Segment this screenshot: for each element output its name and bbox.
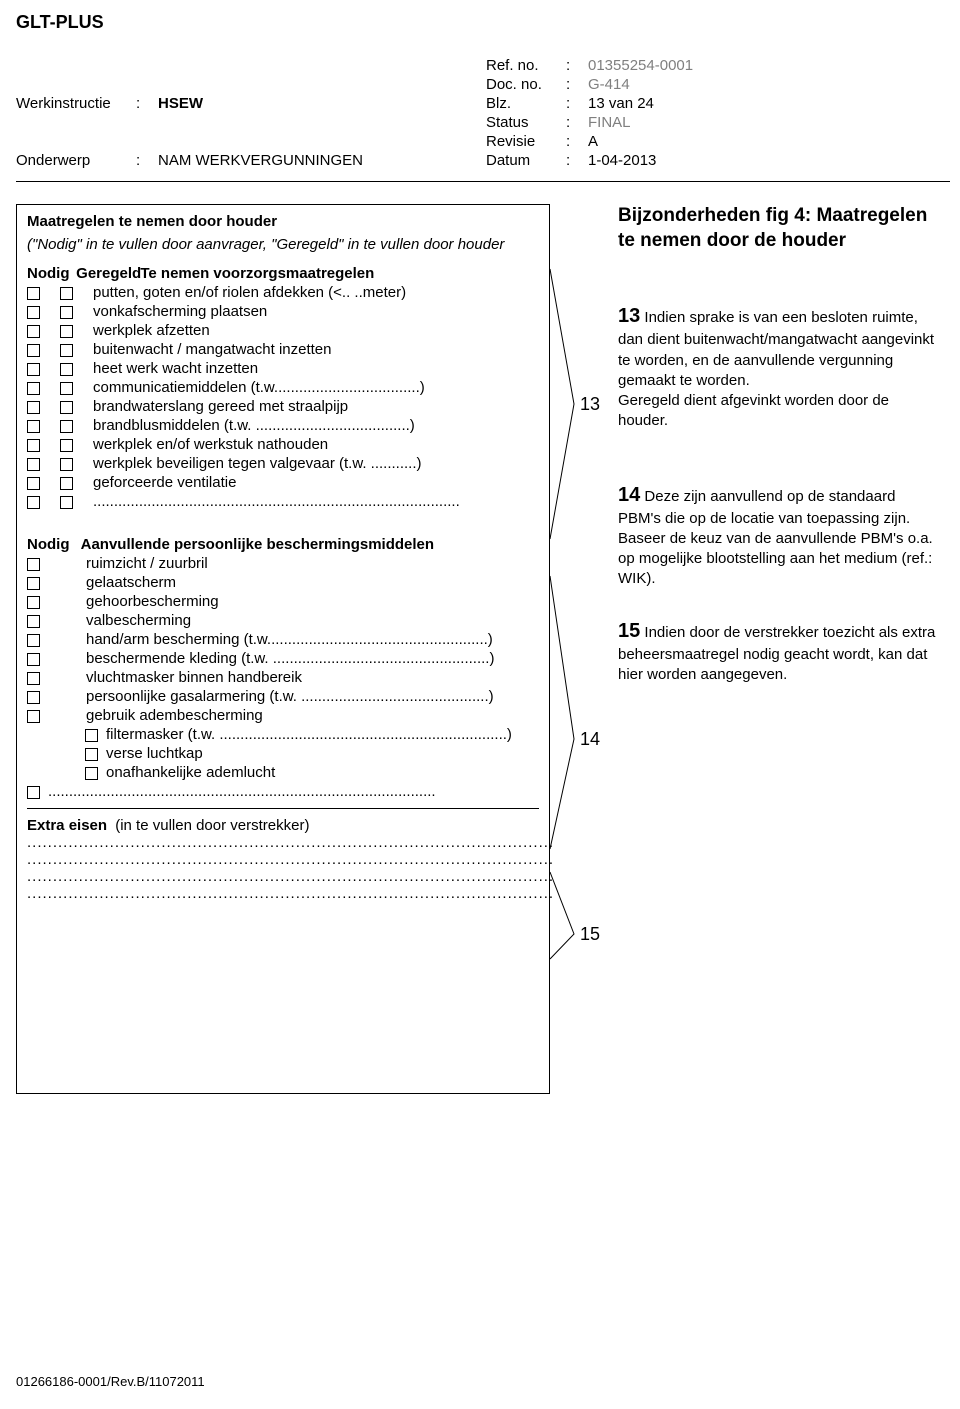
meta-label: Onderwerp [16, 152, 136, 169]
notes-title: Bijzonderheden fig 4: Maatregelen te nem… [618, 204, 940, 253]
callout-13: 13 [580, 394, 600, 415]
checkbox[interactable] [60, 363, 73, 376]
checkbox[interactable] [60, 439, 73, 452]
checkbox[interactable] [27, 596, 40, 609]
checkbox[interactable] [27, 634, 40, 647]
item-text: persoonlijke gasalarmering (t.w. .......… [86, 688, 539, 705]
checkbox[interactable] [27, 344, 40, 357]
item-text: ruimzicht / zuurbril [86, 555, 539, 572]
item-text: putten, goten en/of riolen afdekken (<..… [93, 284, 539, 301]
item-text: hand/arm bescherming (t.w...............… [86, 631, 539, 648]
item-text: werkplek afzetten [93, 322, 539, 339]
checkbox[interactable] [27, 615, 40, 628]
item-text: heet werk wacht inzetten [93, 360, 539, 377]
item-text: vluchtmasker binnen handbereik [86, 669, 539, 686]
meta-value: NAM WERKVERGUNNINGEN [158, 152, 363, 169]
item-text: werkplek en/of werkstuk nathouden [93, 436, 539, 453]
checkbox[interactable] [60, 458, 73, 471]
checkbox[interactable] [27, 691, 40, 704]
item-text: werkplek beveiligen tegen valgevaar (t.w… [93, 455, 539, 472]
item-text: buitenwacht / mangatwacht inzetten [93, 341, 539, 358]
checkbox[interactable] [27, 306, 40, 319]
checkbox[interactable] [60, 325, 73, 338]
callout-14: 14 [580, 729, 600, 750]
item-text: geforceerde ventilatie [93, 474, 539, 491]
checkbox[interactable] [27, 558, 40, 571]
checkbox[interactable] [27, 496, 40, 509]
item-text: valbescherming [86, 612, 539, 629]
item-text: ........................................… [93, 493, 539, 510]
checkbox[interactable] [60, 496, 73, 509]
group-15-head: Extra eisen (in te vullen door verstrekk… [27, 817, 539, 834]
checkbox[interactable] [27, 672, 40, 685]
item-text: communicatiemiddelen (t.w...............… [93, 379, 539, 396]
checkbox[interactable] [27, 458, 40, 471]
checkbox[interactable] [60, 477, 73, 490]
checkbox[interactable] [60, 306, 73, 319]
group-14-head: Nodig Aanvullende persoonlijke beschermi… [27, 536, 539, 553]
checkbox[interactable] [27, 420, 40, 433]
checkbox[interactable] [60, 401, 73, 414]
checkbox[interactable] [85, 729, 98, 742]
header-rule [16, 181, 950, 182]
item-text: gelaatscherm [86, 574, 539, 591]
item-text: brandblusmiddelen (t.w. ................… [93, 417, 539, 434]
doc-title: GLT-PLUS [16, 12, 950, 33]
note-13: 13 Indien sprake is van een besloten rui… [618, 303, 940, 431]
callout-lines [550, 204, 610, 1104]
callout-15: 15 [580, 924, 600, 945]
item-text: gehoorbescherming [86, 593, 539, 610]
item-text: gebruik adembescherming [86, 707, 539, 724]
checkbox[interactable] [27, 363, 40, 376]
checkbox[interactable] [27, 577, 40, 590]
checkbox[interactable] [27, 382, 40, 395]
checkbox[interactable] [27, 401, 40, 414]
meta-label: Werkinstructie [16, 95, 136, 112]
checkbox[interactable] [27, 786, 40, 799]
checkbox[interactable] [85, 767, 98, 780]
item-text: beschermende kleding (t.w. .............… [86, 650, 539, 667]
item-text: filtermasker (t.w. .....................… [106, 726, 539, 743]
form-box: Maatregelen te nemen door houder ("Nodig… [16, 204, 550, 1094]
checkbox[interactable] [60, 420, 73, 433]
checkbox[interactable] [27, 325, 40, 338]
checkbox[interactable] [85, 748, 98, 761]
checkbox[interactable] [60, 344, 73, 357]
checkbox[interactable] [60, 287, 73, 300]
checkbox[interactable] [27, 710, 40, 723]
checkbox[interactable] [27, 287, 40, 300]
meta-value: HSEW [158, 95, 203, 112]
item-text: vonkafscherming plaatsen [93, 303, 539, 320]
checkbox[interactable] [27, 439, 40, 452]
form-heading: Maatregelen te nemen door houder [27, 213, 539, 230]
note-15: 15 Indien door de verstrekker toezicht a… [618, 618, 940, 686]
checkbox[interactable] [27, 653, 40, 666]
form-subhead: ("Nodig" in te vullen door aanvrager, "G… [27, 236, 539, 253]
footer: 01266186-0001/Rev.B/11072011 [16, 1374, 950, 1389]
fill-line: ........................................… [27, 834, 539, 851]
fill-line: ........................................… [27, 868, 539, 885]
note-14: 14 Deze zijn aanvullend op de standaard … [618, 482, 940, 590]
group-13-head: Nodig Geregeld Te nemen voorzorgsmaatreg… [27, 265, 539, 282]
item-text: brandwaterslang gereed met straalpijp [93, 398, 539, 415]
checkbox[interactable] [27, 477, 40, 490]
fill-line: ........................................… [27, 851, 539, 868]
header-row: Werkinstructie : HSEW Onderwerp : NAM WE… [16, 57, 950, 171]
item-text: verse luchtkap [106, 745, 539, 762]
fill-line: ........................................… [27, 885, 539, 902]
checkbox[interactable] [60, 382, 73, 395]
item-text: onafhankelijke ademlucht [106, 764, 539, 781]
